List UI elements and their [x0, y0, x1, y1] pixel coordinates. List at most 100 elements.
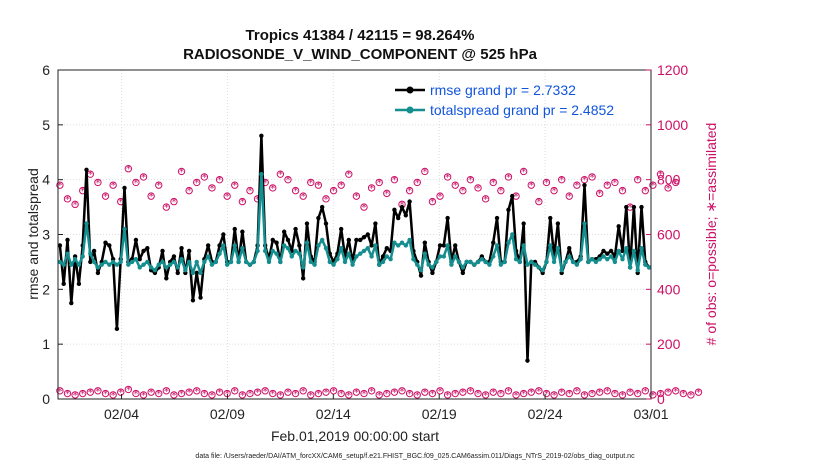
- obs-mark-possible: [459, 186, 467, 195]
- data-point-spread: [593, 259, 599, 265]
- obs-mark-low-possible: [200, 389, 209, 398]
- data-point-spread: [194, 259, 199, 265]
- obs-mark-low-possible: [443, 391, 452, 399]
- obs-mark-low-possible: [626, 388, 634, 396]
- obs-mark-low-possible: [573, 387, 581, 395]
- obs-mark-low-possible: [687, 391, 695, 399]
- data-point-spread: [285, 246, 291, 251]
- data-point-rmse: [605, 251, 610, 256]
- data-point-spread: [494, 243, 500, 248]
- obs-mark-possible: [443, 173, 452, 181]
- obs-mark-low-possible: [405, 389, 414, 398]
- obs-mark-possible: [71, 200, 79, 209]
- obs-mark-possible: [109, 181, 117, 189]
- x-tick-label: 02/09: [210, 406, 245, 422]
- obs-mark-low-assimilated: *: [285, 388, 290, 399]
- obs-mark-low-possible: [185, 388, 193, 396]
- legend-rmse-marker: [406, 86, 414, 94]
- data-point-rmse: [365, 232, 371, 237]
- obs-mark-assimilated: *: [270, 183, 275, 194]
- data-point-spread: [346, 251, 351, 256]
- obs-mark-assimilated: *: [673, 178, 678, 189]
- data-point-spread: [479, 256, 485, 262]
- data-point-rmse: [198, 295, 203, 300]
- obs-mark-possible: [238, 197, 247, 206]
- data-point-rmse: [380, 254, 386, 259]
- obs-mark-possible: [314, 181, 323, 189]
- data-point-rmse: [403, 213, 409, 218]
- data-point-rmse: [460, 270, 466, 276]
- data-point-spread: [574, 262, 580, 267]
- obs-mark-possible: [208, 184, 216, 192]
- obs-mark-assimilated: *: [80, 186, 85, 197]
- data-point-spread: [559, 267, 564, 273]
- obs-mark-assimilated: *: [445, 172, 450, 183]
- obs-mark-low-possible: [63, 389, 72, 398]
- data-point-spread: [141, 262, 146, 267]
- obs-mark-assimilated: *: [141, 172, 146, 183]
- obs-mark-low-assimilated: *: [514, 390, 519, 401]
- data-point-spread: [411, 256, 416, 262]
- data-point-rmse: [639, 204, 644, 210]
- data-point-spread: [563, 259, 568, 265]
- obs-mark-low-possible: [155, 389, 163, 398]
- obs-mark-assimilated: *: [559, 175, 564, 186]
- obs-mark-assimilated: *: [369, 183, 374, 194]
- data-point-spread: [643, 262, 648, 267]
- obs-mark-possible: [322, 195, 330, 203]
- obs-mark-possible: [633, 175, 642, 184]
- data-point-spread: [403, 243, 409, 248]
- data-point-spread: [270, 248, 275, 254]
- x-axis-ticks: 02/04 02/09 02/14 02/19 02/24 03/01: [104, 394, 669, 422]
- obs-mark-assimilated: *: [605, 181, 610, 192]
- obs-mark-possible: [367, 184, 376, 192]
- data-point-spread: [84, 221, 89, 226]
- obs-mark-low-assimilated: *: [209, 390, 214, 401]
- data-point-spread: [323, 246, 329, 251]
- obs-mark-assimilated: *: [240, 197, 245, 208]
- obs-mark-low-possible: [307, 391, 315, 399]
- data-point-spread: [517, 259, 523, 265]
- obs-mark-possible: [147, 192, 155, 200]
- data-point-rmse: [441, 243, 447, 248]
- data-point-rmse: [567, 246, 572, 251]
- y-right-tick-label: 400: [657, 281, 681, 297]
- data-point-spread: [631, 248, 637, 254]
- obs-mark-assimilated: *: [544, 178, 549, 189]
- data-point-rmse: [175, 270, 180, 276]
- data-point-rmse: [601, 248, 606, 254]
- data-point-spread: [555, 246, 561, 251]
- obs-mark-assimilated: *: [514, 192, 519, 203]
- obs-mark-low-assimilated: *: [506, 386, 511, 397]
- obs-mark-low-possible: [436, 387, 444, 395]
- data-point-spread: [228, 259, 234, 265]
- obs-mark-low-assimilated: *: [194, 386, 199, 397]
- obs-mark-low-possible: [542, 389, 551, 398]
- data-point-rmse: [141, 248, 146, 254]
- obs-mark-low-possible: [519, 389, 528, 398]
- obs-mark-low-possible: [421, 388, 429, 396]
- data-point-spread: [415, 262, 420, 267]
- obs-mark-low-assimilated: *: [103, 389, 108, 400]
- obs-mark-low-possible: [269, 389, 277, 398]
- data-point-rmse: [319, 204, 325, 210]
- data-point-rmse: [373, 221, 378, 226]
- data-point-spread: [551, 259, 557, 265]
- obs-mark-low-possible: [641, 387, 649, 395]
- y-right-tick-label: 1000: [657, 117, 688, 133]
- obs-mark-low-assimilated: *: [673, 386, 678, 397]
- obs-mark-low-assimilated: *: [384, 389, 389, 400]
- obs-mark-low-assimilated: *: [574, 386, 579, 397]
- obs-mark-low-assimilated: *: [323, 388, 328, 399]
- data-point-spread: [453, 254, 458, 259]
- obs-mark-assimilated: *: [354, 192, 359, 203]
- data-point-spread: [468, 259, 473, 265]
- data-point-spread: [437, 254, 443, 259]
- data-point-rmse: [285, 237, 291, 243]
- obs-mark-assimilated: *: [460, 186, 465, 197]
- obs-mark-low-assimilated: *: [202, 389, 207, 400]
- obs-mark-low-assimilated: *: [369, 386, 374, 397]
- data-point-spread: [122, 226, 127, 232]
- data-point-spread: [624, 246, 629, 251]
- obs-mark-low-assimilated: *: [164, 386, 169, 397]
